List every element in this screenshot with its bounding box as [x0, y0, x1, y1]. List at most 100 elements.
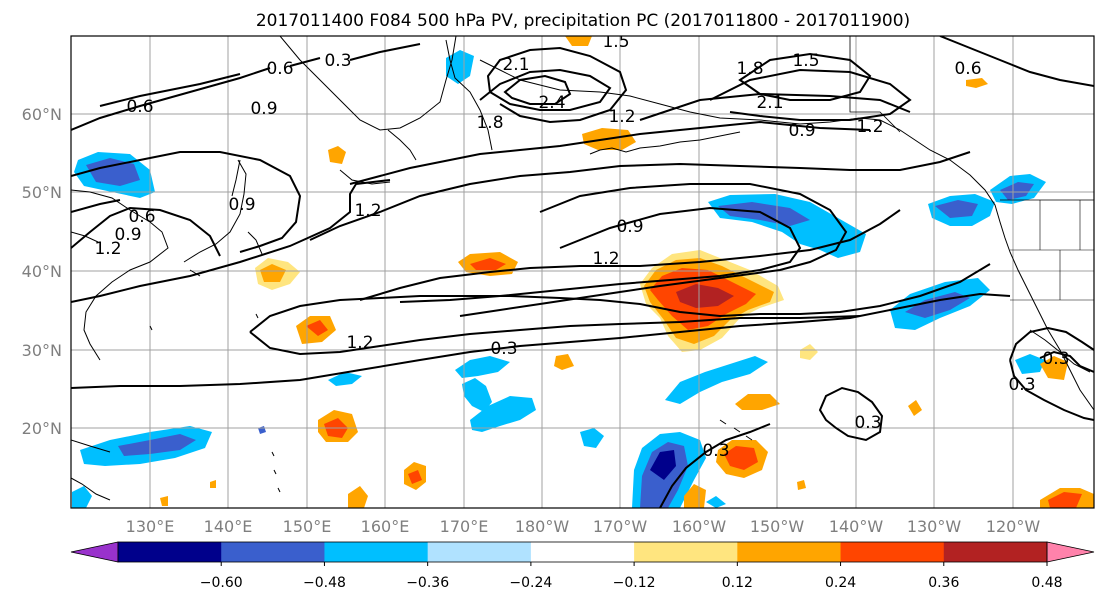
- precip-patch: [735, 394, 780, 410]
- contour-label: 0.6: [954, 59, 981, 79]
- precip-patch: [800, 344, 818, 360]
- precip-patch: [676, 284, 734, 308]
- pv-contour: [1039, 350, 1094, 373]
- longitude-labels: 130°E 140°E 150°E 160°E 170°E 180°W 170°W 160°W…: [126, 517, 1041, 536]
- precip-patch: [118, 434, 196, 456]
- pv-contour: [639, 92, 911, 121]
- colorbar-segment: [530, 542, 635, 562]
- precip-patch: [580, 428, 604, 448]
- precip-patch: [684, 484, 706, 508]
- border-us-states: [1010, 200, 1094, 301]
- precip-patch: [306, 320, 328, 336]
- precip-patch: [565, 36, 592, 46]
- coastline-japan: [183, 159, 263, 277]
- contour-label: 2.1: [502, 55, 529, 75]
- precip-patch: [1040, 356, 1068, 380]
- precip-patch: [462, 378, 492, 412]
- longitude-label: 130°E: [126, 517, 175, 536]
- contour-label: 0.3: [324, 51, 351, 71]
- precip-patch: [935, 200, 978, 218]
- pv-contour: [71, 179, 391, 303]
- precip-patch: [446, 50, 474, 84]
- precip-patch: [1000, 182, 1034, 200]
- longitude-label: 170°E: [440, 517, 489, 536]
- longitude-label: 180°W: [515, 517, 570, 536]
- colorbar-tick-label: −0.36: [406, 575, 449, 591]
- contour-label: 0.6: [126, 97, 153, 117]
- longitude-label: 140°W: [829, 517, 884, 536]
- colorbar-segment: [324, 542, 429, 562]
- contour-label: 1.8: [736, 59, 763, 79]
- colorbar-extend-low: [70, 541, 119, 563]
- islands-hawaii: [719, 419, 753, 441]
- precip-patch: [470, 396, 536, 432]
- precip-patch: [908, 400, 922, 416]
- contour-label: 1.2: [94, 239, 121, 259]
- contour-label: 1.2: [608, 107, 635, 127]
- pv-contour: [818, 386, 884, 442]
- longitude-label: 130°W: [907, 517, 962, 536]
- contour-label: 0.3: [1008, 375, 1035, 395]
- pv-contour: [99, 57, 321, 107]
- contour-label: 0.3: [702, 441, 729, 461]
- contour-label: 1.5: [602, 32, 629, 52]
- pv-contour: [399, 206, 802, 303]
- precip-negative-anomalies: [72, 50, 1046, 508]
- precip-patch: [210, 480, 216, 488]
- pv-contour: [738, 52, 872, 101]
- pv-contour: [503, 74, 572, 105]
- contour-label: 0.9: [788, 121, 815, 141]
- colorbar: [70, 541, 1095, 563]
- colorbar-frame: [117, 541, 1048, 563]
- latitude-label: 30°N: [22, 341, 62, 360]
- longitude-label: 150°W: [750, 517, 805, 536]
- pv-contour: [349, 120, 871, 185]
- colorbar-tick-label: −0.12: [613, 575, 656, 591]
- contour-label: 1.5: [792, 51, 819, 71]
- pv-contour: [479, 46, 628, 124]
- precip-patch: [706, 496, 726, 508]
- precip-patch: [72, 486, 92, 508]
- precip-patch: [328, 372, 362, 386]
- coastline-sakhalin: [231, 159, 241, 197]
- precip-patch: [554, 354, 574, 370]
- contour-label: 1.8: [476, 113, 503, 133]
- pv-contour: [249, 315, 861, 356]
- precip-patch: [86, 158, 140, 186]
- latitude-label: 40°N: [22, 262, 62, 281]
- precip-patch: [797, 480, 806, 490]
- coastline-seasia: [71, 439, 111, 501]
- contour-label: 0.3: [490, 339, 517, 359]
- latitude-label: 50°N: [22, 183, 62, 202]
- pv-contour: [309, 151, 971, 241]
- map-frame: [70, 35, 1095, 509]
- contour-label: 0.9: [250, 99, 277, 119]
- colorbar-tick-label: 0.24: [825, 575, 856, 591]
- contour-label: 1.2: [346, 333, 373, 353]
- colorbar-tick-label: 0.12: [722, 575, 753, 591]
- graticule: [71, 36, 1094, 508]
- colorbar-segment: [427, 542, 532, 562]
- coastline-aleutians: [589, 131, 741, 155]
- contour-label: 1.2: [856, 117, 883, 137]
- pv-contour: [459, 183, 848, 317]
- precip-patch: [966, 78, 988, 88]
- map-title: 2017011400 F084 500 hPa PV, precipitatio…: [256, 11, 910, 31]
- precip-patch: [348, 486, 368, 508]
- contour-label: 0.6: [128, 207, 155, 227]
- pv-contours: [71, 36, 1094, 508]
- pv-contour: [71, 43, 421, 131]
- contour-label: 0.9: [616, 217, 643, 237]
- precip-patch: [1015, 354, 1045, 374]
- pv-contour: [249, 263, 991, 333]
- colorbar-extend-high: [1046, 541, 1095, 563]
- longitude-label: 160°W: [672, 517, 727, 536]
- precip-patch: [1048, 492, 1082, 508]
- contour-label: 1.2: [354, 201, 381, 221]
- colorbar-segment: [840, 542, 945, 562]
- colorbar-tick-label: 0.36: [928, 575, 959, 591]
- latitude-labels: 60°N 50°N 40°N 30°N 20°N: [22, 105, 62, 438]
- precip-patch: [160, 496, 168, 506]
- longitude-label: 160°E: [361, 517, 410, 536]
